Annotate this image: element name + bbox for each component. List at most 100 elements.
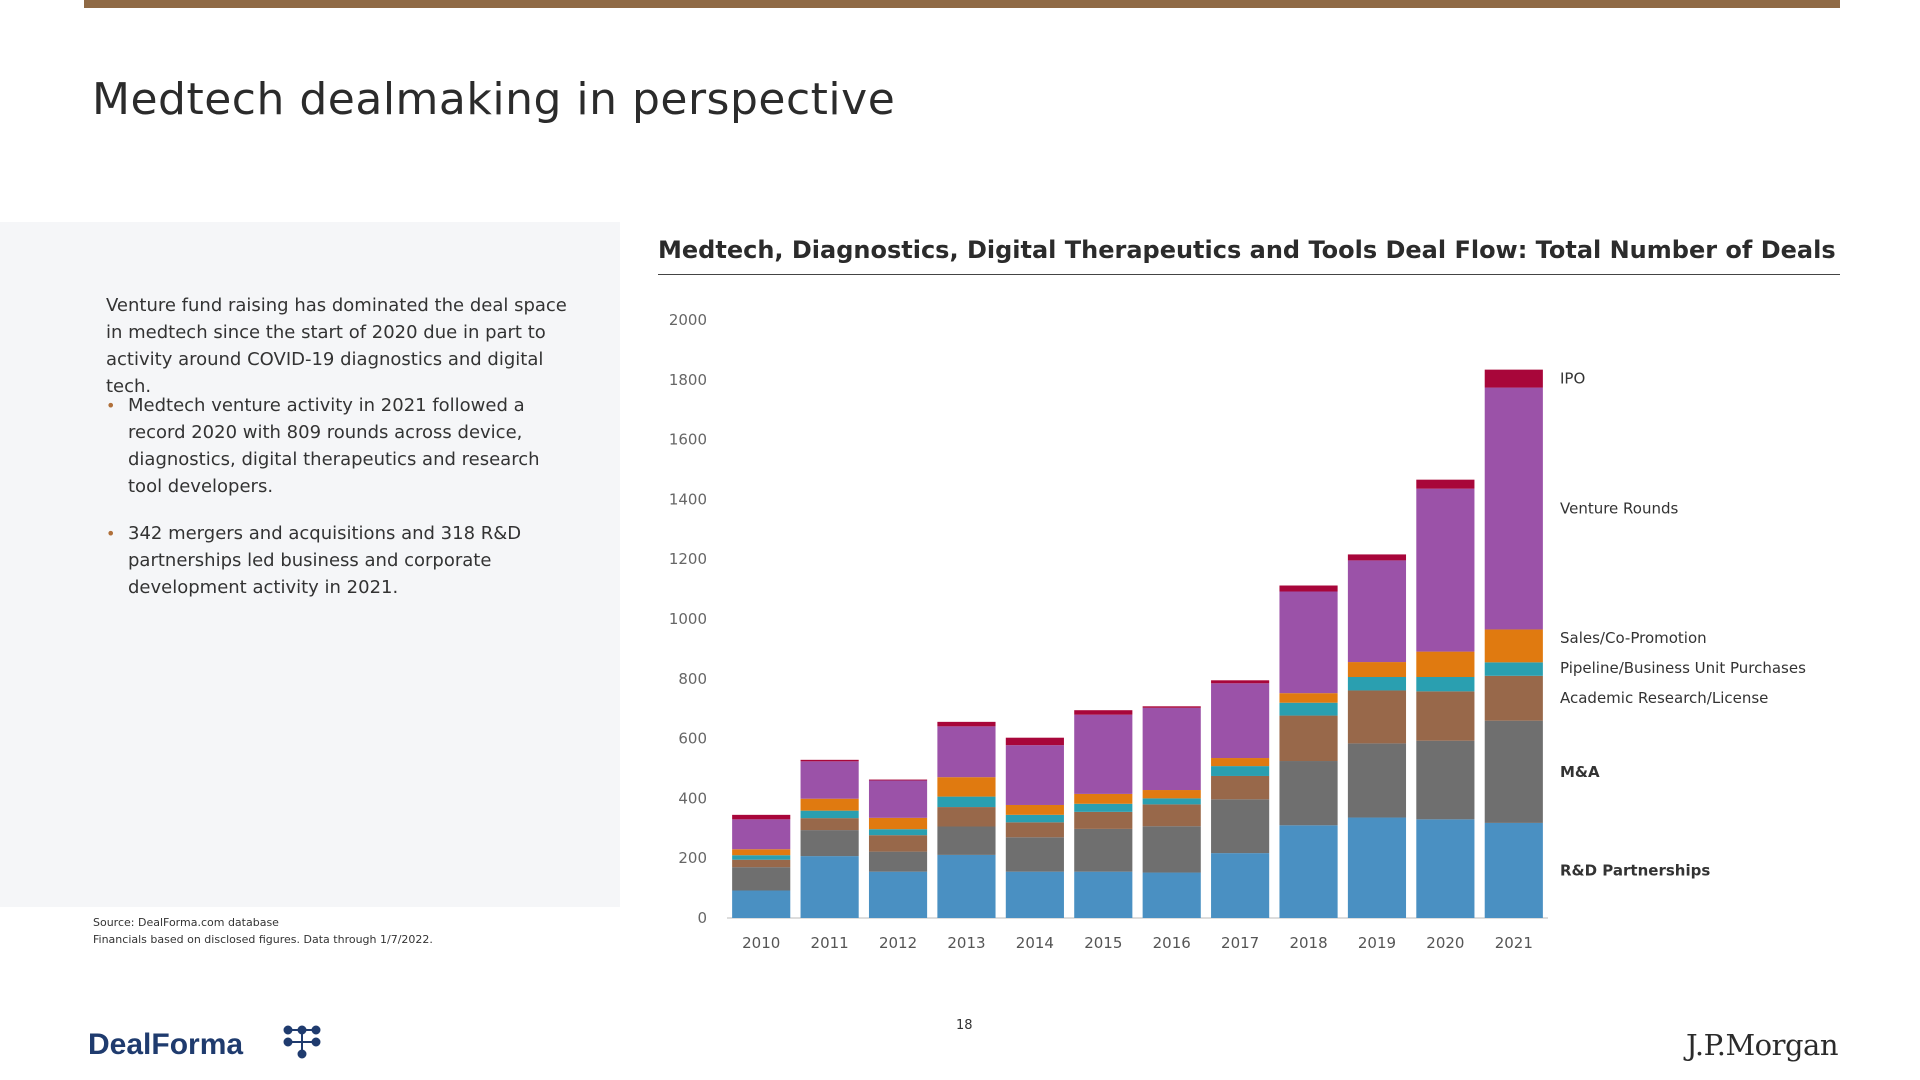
y-tick-label: 1800 xyxy=(669,371,707,389)
bar-segment-m-a xyxy=(1416,740,1475,820)
bar-segment-academic-research-license xyxy=(800,818,859,831)
bar-segment-r-d-partnerships xyxy=(868,871,928,918)
bar-segment-ipo xyxy=(1074,710,1133,715)
dealforma-logo-text: DealForma xyxy=(88,1028,243,1061)
bar-segment-venture-rounds xyxy=(1005,745,1064,805)
x-tick-label: 2013 xyxy=(947,934,985,952)
bar-segment-venture-rounds xyxy=(1142,707,1201,791)
bar-segment-sales-co-promotion xyxy=(868,817,928,830)
y-tick-label: 0 xyxy=(697,909,707,927)
chart-title-rule xyxy=(658,274,1840,275)
x-tick-label: 2011 xyxy=(811,934,849,952)
bar-segment-ipo xyxy=(1484,369,1543,388)
x-tick-label: 2019 xyxy=(1358,934,1396,952)
bar-segment-pipeline-business-unit-purchases xyxy=(1005,814,1064,823)
bar-segment-ipo xyxy=(732,814,791,820)
bar-segment-academic-research-license xyxy=(1074,811,1133,829)
bullet-text: 342 mergers and acquisitions and 318 R&D… xyxy=(128,523,522,598)
y-tick-label: 1200 xyxy=(669,550,707,568)
bar-segment-ipo xyxy=(1211,680,1270,684)
bar-segment-r-d-partnerships xyxy=(1416,819,1475,918)
bar-segment-venture-rounds xyxy=(1074,714,1133,794)
bar-segment-ipo xyxy=(1416,479,1475,489)
bar-segment-pipeline-business-unit-purchases xyxy=(800,810,859,819)
bar-segment-ipo xyxy=(1347,554,1407,561)
molecule-icon xyxy=(283,1025,321,1059)
y-tick-label: 1400 xyxy=(669,490,707,508)
bar-segment-pipeline-business-unit-purchases xyxy=(1211,766,1270,776)
bar-segment-m-a xyxy=(1347,743,1407,818)
deal-flow-chart: 0 200 400 600 800 1000 1200 1400 1600 1800 2000 201… xyxy=(669,311,1806,952)
bar-segment-ipo xyxy=(1005,737,1064,746)
bar-segment-venture-rounds xyxy=(1211,683,1270,759)
bar-segment-academic-research-license xyxy=(868,835,928,852)
y-tick-label: 200 xyxy=(678,849,707,867)
page-number: 18 xyxy=(956,1018,973,1033)
bullet-item: • 342 mergers and acquisitions and 318 R&… xyxy=(106,520,576,601)
bar-segment-venture-rounds xyxy=(800,761,859,799)
bar-segment-r-d-partnerships xyxy=(800,856,859,918)
bar-segment-sales-co-promotion xyxy=(1211,758,1270,767)
y-tick-label: 2000 xyxy=(669,311,707,329)
bar-segment-sales-co-promotion xyxy=(1484,629,1543,663)
bar-segment-pipeline-business-unit-purchases xyxy=(1074,803,1133,812)
intro-paragraph: Venture fund raising has dominated the d… xyxy=(106,295,567,397)
dealforma-logo: DealForma xyxy=(88,1025,321,1061)
legend-label: IPO xyxy=(1560,370,1585,388)
bar-segment-r-d-partnerships xyxy=(1211,853,1270,918)
bar-segment-venture-rounds xyxy=(1347,560,1407,663)
bar-segment-sales-co-promotion xyxy=(800,798,859,811)
bar-segment-sales-co-promotion xyxy=(1279,693,1338,703)
bar-segment-pipeline-business-unit-purchases xyxy=(1279,702,1338,716)
bar-segment-ipo xyxy=(1142,706,1201,708)
bar-segment-academic-research-license xyxy=(1347,690,1407,744)
x-tick-label: 2021 xyxy=(1495,934,1533,952)
bar-segment-pipeline-business-unit-purchases xyxy=(868,829,928,836)
y-tick-label: 400 xyxy=(678,789,707,807)
bar-segment-m-a xyxy=(1005,837,1064,872)
bar-segment-pipeline-business-unit-purchases xyxy=(1142,798,1201,805)
bullet-text: Medtech venture activity in 2021 followe… xyxy=(128,395,540,497)
bar-segment-m-a xyxy=(800,830,859,857)
bar-segment-m-a xyxy=(1074,828,1133,872)
bullet-dot-icon: • xyxy=(106,524,116,543)
y-tick-label: 800 xyxy=(678,670,707,688)
bar-segment-m-a xyxy=(868,851,928,872)
bar-segment-academic-research-license xyxy=(1142,804,1201,827)
bar-segment-ipo xyxy=(800,759,859,762)
bar-segment-m-a xyxy=(937,826,996,855)
x-tick-label: 2020 xyxy=(1426,934,1464,952)
legend-label: Sales/Co-Promotion xyxy=(1560,629,1707,647)
bar-segment-academic-research-license xyxy=(1005,822,1064,838)
bar-segment-m-a xyxy=(732,867,791,891)
bar-segment-sales-co-promotion xyxy=(732,849,791,856)
bar-segment-pipeline-business-unit-purchases xyxy=(1416,677,1475,692)
bar-segment-venture-rounds xyxy=(1279,591,1338,694)
bar-segment-r-d-partnerships xyxy=(1005,871,1064,918)
top-accent-bar xyxy=(84,0,1840,8)
page-title: Medtech dealmaking in perspective xyxy=(92,74,896,125)
bar-segment-sales-co-promotion xyxy=(1074,793,1133,804)
legend-label: R&D Partnerships xyxy=(1560,861,1710,879)
legend-label: M&A xyxy=(1560,763,1600,781)
bar-segment-m-a xyxy=(1142,826,1201,873)
bar-segment-venture-rounds xyxy=(937,726,996,778)
bullet-list: • Medtech venture activity in 2021 follow… xyxy=(106,392,576,621)
bar-segment-r-d-partnerships xyxy=(1142,872,1201,918)
bar-segment-venture-rounds xyxy=(1416,488,1475,652)
y-tick-label: 600 xyxy=(678,730,707,748)
bar-segment-academic-research-license xyxy=(732,859,791,868)
bar-segment-pipeline-business-unit-purchases xyxy=(937,796,996,808)
bar-segment-pipeline-business-unit-purchases xyxy=(732,855,791,860)
x-tick-label: 2010 xyxy=(742,934,780,952)
bar-segment-m-a xyxy=(1279,761,1338,826)
source-line: Financials based on disclosed figures. D… xyxy=(93,933,433,946)
jpmorgan-logo: J.P.Morgan xyxy=(1686,1028,1839,1062)
bar-segment-m-a xyxy=(1211,799,1270,854)
x-tick-label: 2016 xyxy=(1153,934,1191,952)
bar-segment-ipo xyxy=(868,779,928,781)
bar-segment-academic-research-license xyxy=(937,807,996,827)
source-line: Source: DealForma.com database xyxy=(93,916,279,929)
bar-segment-sales-co-promotion xyxy=(1416,651,1475,678)
bar-segment-r-d-partnerships xyxy=(1074,871,1133,918)
